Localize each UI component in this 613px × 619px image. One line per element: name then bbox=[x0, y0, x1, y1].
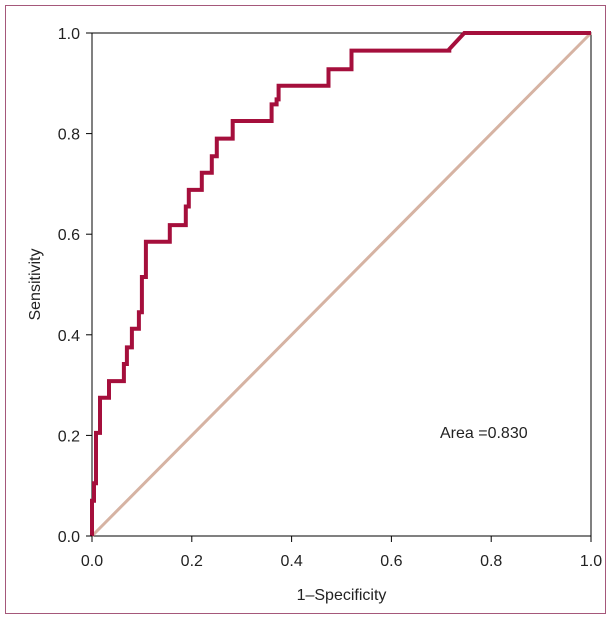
roc-curve-line bbox=[90, 31, 591, 536]
x-tick-label: 0.8 bbox=[480, 553, 502, 570]
x-tick-label: 1.0 bbox=[580, 553, 602, 570]
y-tick-label: 0.0 bbox=[58, 529, 80, 546]
area-annotation: Area =0.830 bbox=[440, 425, 528, 442]
reference-diagonal-line bbox=[90, 31, 593, 538]
chart-frame bbox=[5, 5, 606, 614]
x-tick-label: 0.2 bbox=[181, 553, 203, 570]
y-tick-label: 1.0 bbox=[58, 26, 80, 43]
x-tick-label: 0.6 bbox=[380, 553, 402, 570]
y-tick-label: 0.2 bbox=[58, 428, 80, 445]
x-tick-label: 0.4 bbox=[280, 553, 302, 570]
y-tick-label: 0.4 bbox=[58, 328, 80, 345]
y-axis-title: Sensitivity bbox=[27, 248, 44, 320]
x-tick-label: 0.0 bbox=[81, 553, 103, 570]
y-tick-label: 0.6 bbox=[58, 227, 80, 244]
x-axis-title: 1–Specificity bbox=[297, 587, 387, 604]
y-tick-label: 0.8 bbox=[58, 127, 80, 144]
plot-area bbox=[91, 32, 592, 537]
